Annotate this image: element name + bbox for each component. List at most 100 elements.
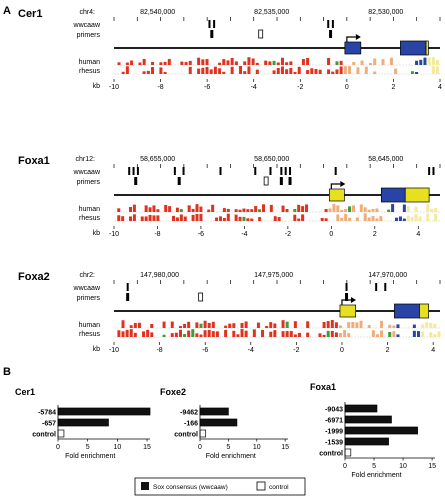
conservation-peak (425, 322, 429, 328)
exon-1 (328, 188, 345, 202)
conservation-peak (265, 325, 269, 328)
conservation-peak (289, 61, 293, 65)
conservation-peak (306, 332, 310, 337)
conservation-peak (142, 71, 146, 74)
conservation-peak (180, 61, 184, 65)
conservation-peak (244, 330, 248, 337)
conservation-peak (236, 334, 240, 337)
conservation-peak (318, 333, 322, 337)
row-label: rhesus (79, 215, 101, 222)
tss-arrow-head (350, 297, 356, 303)
x-tick-label: 10 (399, 463, 407, 470)
conservation-peak (431, 66, 435, 74)
conservation-peak (327, 57, 331, 65)
conservation-peak (234, 209, 238, 212)
conservation-peak (234, 214, 238, 221)
conservation-peak (418, 216, 422, 221)
conservation-peak (197, 68, 201, 74)
row-label: wwcaaw (73, 22, 101, 29)
conservation-peak (297, 66, 301, 74)
conservation-peak (172, 215, 176, 221)
conservation-peak (201, 59, 205, 65)
bar-category-label: -657 (42, 421, 56, 428)
kb-tick-label: 4 (438, 84, 442, 91)
tss-arrow-head (340, 181, 346, 187)
conservation-peak (125, 329, 129, 337)
coordinate-label: 58,655,000 (140, 156, 175, 163)
primer-mark (329, 30, 333, 38)
conservation-peak (199, 213, 203, 221)
conservation-peak (373, 58, 377, 65)
conservation-peak (371, 208, 375, 212)
primer-mark (177, 177, 181, 185)
wwcaaw-site (269, 167, 272, 175)
conservation-peak (121, 320, 125, 328)
conservation-peak (293, 214, 297, 221)
row-label: human (79, 59, 101, 66)
row-label: kb (93, 346, 101, 353)
row-label: wwcaaw (73, 285, 101, 292)
conservation-peak (162, 334, 166, 337)
conservation-peak (240, 322, 244, 328)
conservation-peak (395, 217, 399, 221)
conservation-peak (128, 216, 132, 221)
conservation-peak (211, 321, 215, 328)
conservation-peak (293, 208, 297, 212)
conservation-peak (330, 330, 334, 337)
conservation-peak (163, 61, 167, 65)
conservation-peak (222, 208, 226, 212)
kb-tick-label: -4 (251, 84, 257, 91)
conservation-peak (255, 62, 259, 65)
wwcaaw-site (289, 167, 292, 175)
row-label: kb (93, 83, 101, 90)
conservation-peak (343, 66, 347, 74)
kb-tick-label: 2 (386, 347, 390, 354)
conservation-peak (224, 329, 228, 337)
conservation-peak (178, 325, 182, 328)
row-label: primers (77, 179, 101, 186)
conservation-peak (203, 330, 207, 337)
conservation-peak (388, 324, 392, 328)
wwcaaw-site (182, 167, 185, 175)
conservation-peak (159, 67, 163, 74)
conservation-peak (392, 325, 396, 328)
conservation-peak (427, 57, 431, 65)
conservation-peak (150, 323, 154, 328)
kb-tick-label: -4 (248, 347, 254, 354)
x-tick-label: 10 (113, 444, 121, 451)
conservation-peak (128, 206, 132, 212)
bar (199, 429, 207, 438)
control-primer-mark (263, 176, 269, 186)
conservation-peak (371, 216, 375, 221)
conservation-peak (247, 57, 251, 65)
wwcaaw-site (219, 167, 222, 175)
x-axis-label: Fold enrichment (65, 453, 115, 460)
conservation-peak (146, 329, 150, 337)
conservation-peak (293, 334, 297, 337)
conservation-peak (269, 331, 273, 337)
conservation-peak (348, 66, 352, 74)
conservation-peak (238, 209, 242, 212)
conservation-peak (301, 206, 305, 212)
conservation-peak (433, 334, 437, 337)
conservation-peak (331, 71, 335, 74)
bar (344, 415, 392, 424)
chart-title: Cer1 (15, 387, 35, 397)
conservation-peak (356, 67, 360, 74)
conservation-peak (132, 204, 136, 212)
conservation-peak (306, 321, 310, 328)
conservation-peak (322, 334, 326, 337)
conservation-peak (156, 209, 160, 212)
conservation-peak (276, 67, 280, 74)
primer-mark (288, 177, 292, 185)
conservation-peak (261, 329, 265, 337)
conservation-peak (387, 209, 391, 212)
gene-name: Cer1 (18, 8, 42, 20)
wwcaaw-site (327, 20, 330, 28)
row-label: wwcaaw (73, 169, 101, 176)
conservation-peak (130, 60, 134, 65)
row-label: human (79, 322, 101, 329)
bar (57, 429, 65, 438)
conservation-peak (297, 204, 301, 212)
